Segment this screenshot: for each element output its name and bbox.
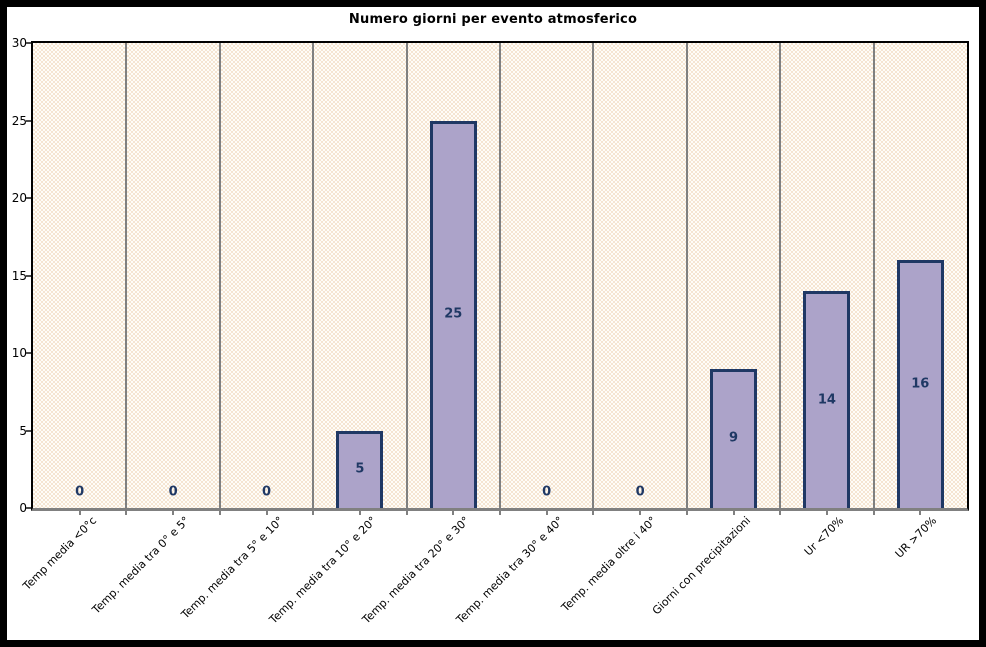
bar: [803, 291, 851, 508]
bar-value-label: 0: [261, 484, 272, 500]
y-axis-tick: [26, 429, 31, 432]
x-axis-label: Temp. media tra 10° e 20°: [266, 514, 380, 627]
x-axis-boundary-tick: [125, 511, 128, 515]
y-axis-tick: [26, 119, 31, 122]
x-axis-tick: [545, 511, 548, 515]
x-axis-boundary-tick: [312, 511, 315, 515]
bar: [429, 120, 477, 508]
x-axis-tick: [78, 511, 81, 515]
y-axis-tick: [26, 274, 31, 277]
x-axis-tick: [265, 511, 268, 515]
x-axis-tick: [358, 511, 361, 515]
gridline: [592, 43, 595, 508]
y-axis-label: 20: [11, 191, 27, 205]
bar-value-label: 5: [355, 461, 365, 477]
bar-value-label: 14: [817, 392, 836, 407]
x-axis-label: Temp. media tra 5° e 10°: [178, 514, 286, 622]
gridline: [872, 43, 875, 508]
x-axis-boundary-tick: [685, 511, 688, 515]
chart-title: Numero giorni per evento atmosferico: [348, 12, 638, 27]
gridline: [125, 43, 128, 508]
x-axis-tick: [919, 511, 922, 515]
y-axis-tick: [26, 507, 31, 509]
x-axis-boundary-tick: [499, 511, 501, 515]
x-axis-label: UR >70%: [892, 514, 940, 561]
bar-value-label: 16: [911, 376, 930, 392]
bar-value-label: 0: [635, 484, 645, 500]
bar-value-label: 25: [444, 306, 463, 322]
y-axis-label: 15: [11, 268, 27, 283]
y-axis-label: 5: [19, 423, 27, 438]
bar: [896, 260, 944, 508]
gridline: [779, 43, 782, 508]
bar-value-label: 0: [542, 484, 552, 500]
gridline: [499, 43, 501, 508]
x-axis-boundary-tick: [872, 511, 875, 515]
x-axis-label: Temp. media oltre i 40°: [559, 514, 660, 615]
gridline: [685, 43, 688, 508]
y-axis-tick: [26, 352, 31, 354]
y-axis-label: 10: [11, 346, 27, 360]
bar-value-label: 0: [168, 484, 178, 500]
x-axis-tick: [452, 511, 455, 515]
x-axis-label: Temp. media tra 30° e 40°: [453, 514, 566, 627]
x-axis-tick: [172, 511, 175, 515]
x-axis-label: Ur <70%: [801, 514, 847, 559]
bar: [336, 430, 384, 508]
x-axis-label: Temp media <0°c: [20, 514, 99, 593]
gridline: [218, 43, 221, 508]
x-axis-boundary-tick: [405, 511, 408, 515]
x-axis-label: Giorni con precipitazioni: [649, 514, 753, 618]
x-axis-tick: [825, 511, 828, 515]
y-axis-tick: [26, 42, 31, 44]
bar: [710, 368, 757, 508]
x-axis-label: Temp. media tra 20° e 30°: [360, 514, 473, 627]
gridline: [312, 43, 315, 508]
x-axis-boundary-tick: [218, 511, 221, 515]
bar-value-label: 9: [728, 430, 739, 446]
y-axis-label: 25: [11, 113, 27, 128]
y-axis-label: 30: [11, 36, 27, 50]
x-axis-tick: [732, 511, 735, 515]
x-axis-label: Temp. media tra 0° e 5°: [89, 514, 193, 617]
bar-value-label: 0: [75, 484, 85, 500]
x-axis-tick: [639, 511, 642, 515]
y-axis-label: 0: [19, 501, 27, 515]
gridline: [405, 43, 408, 508]
y-axis-tick: [26, 197, 31, 199]
x-axis-boundary-tick: [779, 511, 782, 515]
x-axis-boundary-tick: [592, 511, 595, 515]
